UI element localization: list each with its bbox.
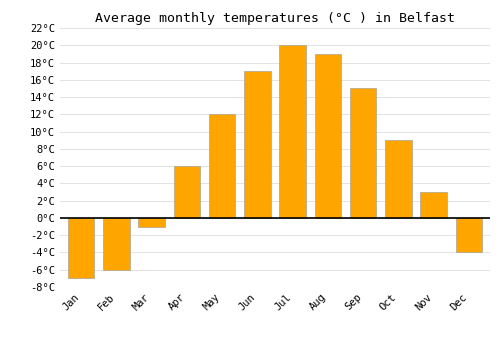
Bar xyxy=(68,218,94,278)
Bar xyxy=(209,114,236,218)
Bar xyxy=(174,166,200,218)
Title: Average monthly temperatures (°C ) in Belfast: Average monthly temperatures (°C ) in Be… xyxy=(95,13,455,26)
Bar xyxy=(244,71,270,218)
Bar xyxy=(456,218,482,252)
Bar xyxy=(420,192,447,218)
Bar xyxy=(314,54,341,218)
Bar xyxy=(280,45,306,218)
Bar xyxy=(138,218,165,226)
Bar xyxy=(103,218,130,270)
Bar xyxy=(350,89,376,218)
Bar xyxy=(385,140,411,218)
